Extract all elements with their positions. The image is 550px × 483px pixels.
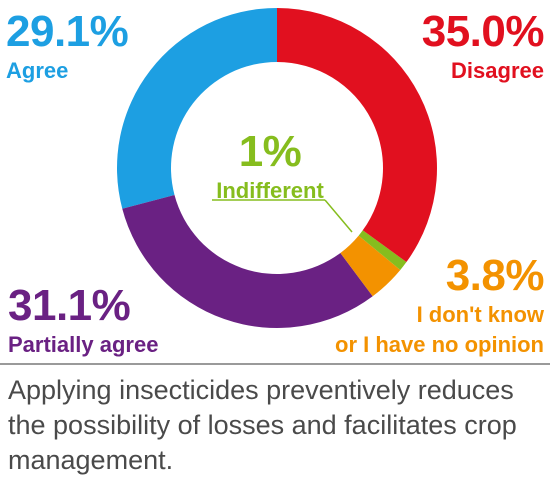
label-group: 29.1% Agree [6,7,129,86]
category-label: Agree [6,58,69,83]
category-label: Disagree [451,58,544,83]
category-label: Indifferent [216,178,324,203]
label-group: 1% Indifferent [200,130,340,206]
slice [358,230,407,270]
value-label: 3.8% [445,251,545,300]
value-label: 35.0% [421,7,545,56]
value-label: 29.1% [6,7,129,56]
category-label: Partially agree [8,332,159,357]
slice [116,7,277,209]
category-label: I don't know or I have no opinion [335,302,544,357]
slice [340,235,401,297]
caption: Applying insecticides preventively reduc… [8,375,517,475]
slice [277,8,437,263]
value-label: 31.1% [8,281,131,330]
slice [122,195,373,328]
label-group: 3.8% I don't know or I have no opinion [335,251,545,360]
leader-line [324,199,353,233]
label-group: 35.0% Disagree [421,7,545,86]
label-group: 31.1% Partially agree [8,284,158,360]
value-label: 1% [238,127,302,176]
